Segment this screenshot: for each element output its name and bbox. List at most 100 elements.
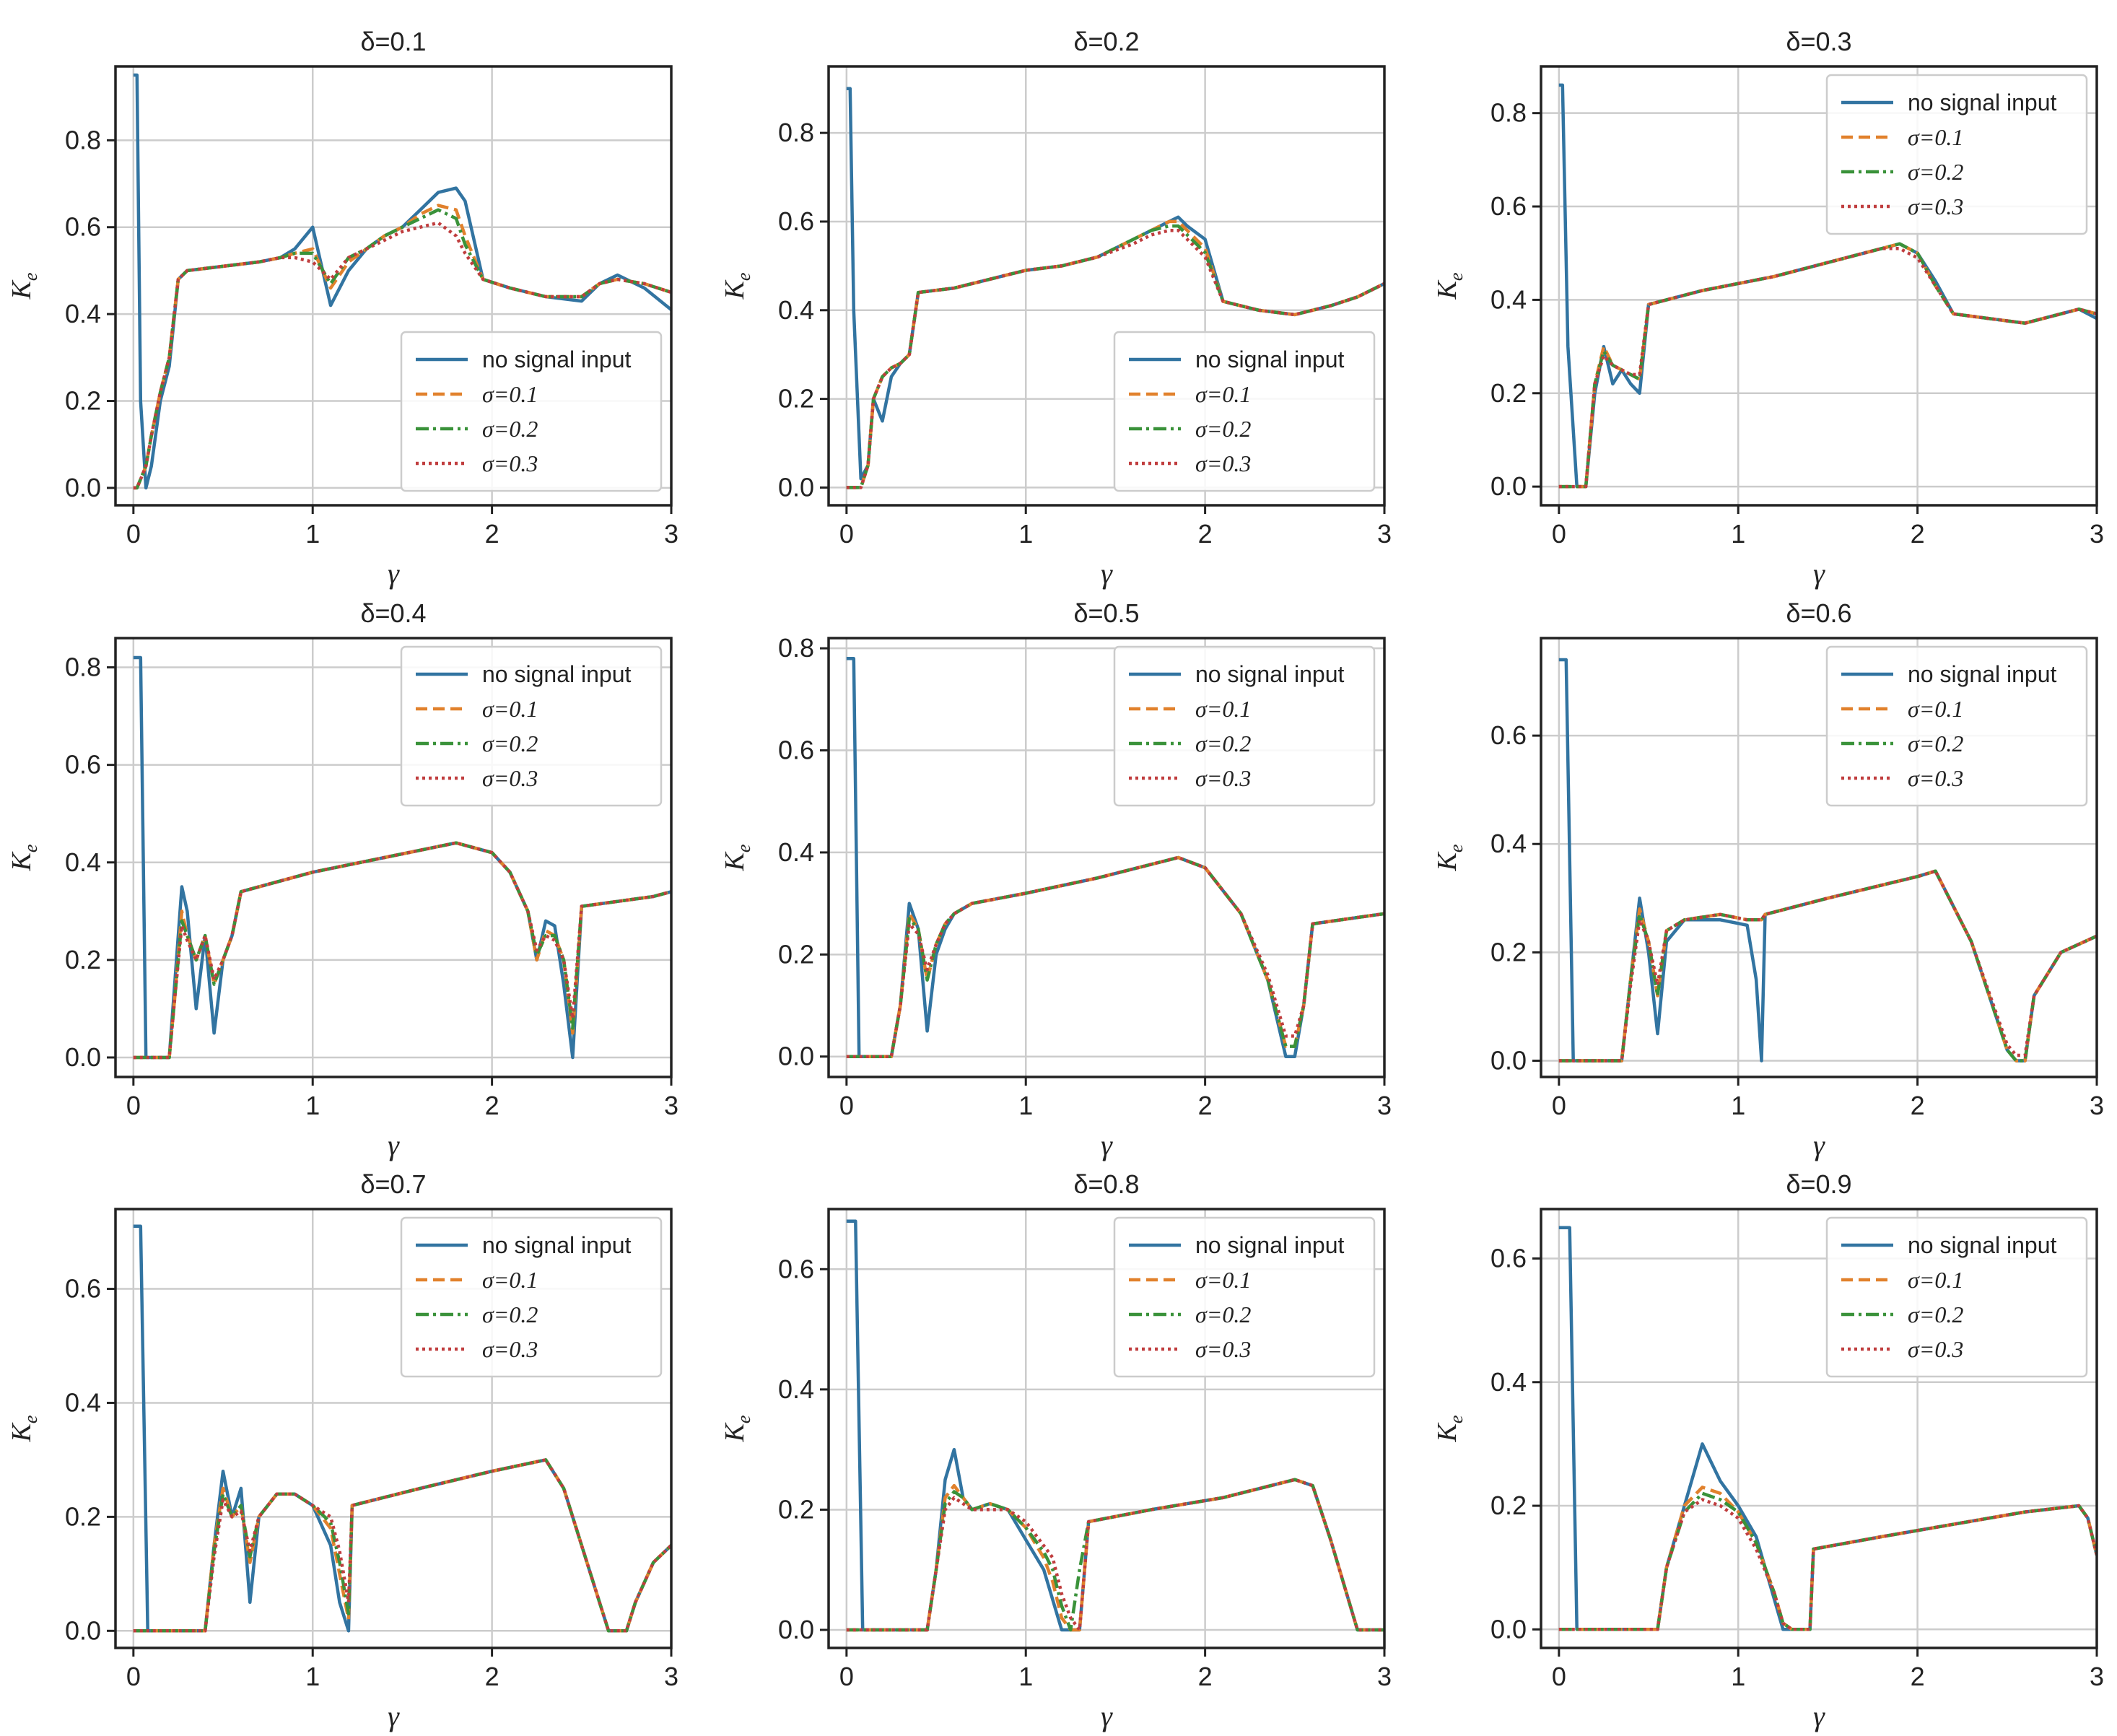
axes-frame (1540, 65, 2098, 507)
legend-label-3: σ=0.2 (1908, 730, 1963, 756)
y-tick-label: 0.4 (65, 1387, 101, 1417)
subplot-title: δ=0.3 (1786, 27, 1851, 56)
series-line-3 (846, 855, 1384, 1058)
x-tick-label: 0 (1552, 519, 1566, 549)
legend-label-4: σ=0.3 (1908, 193, 1963, 219)
axes-frame (114, 637, 673, 1078)
series-line-4 (1558, 869, 2097, 1063)
legend-label-1: no signal input (1908, 90, 2056, 115)
subplot-title: δ=0.9 (1786, 1169, 1851, 1199)
subplot-title: δ=0.5 (1073, 598, 1139, 628)
subplot-2: δ=0.2 0 1 2 3 0.0 0.2 0.4 0.6 0.8 γ Ke no signal inp… (720, 27, 1392, 590)
x-tick-label: 3 (664, 1662, 678, 1691)
legend-label-1: no signal input (482, 346, 631, 372)
x-axis-label: γ (388, 1700, 400, 1732)
y-axis-label: Ke (6, 1416, 41, 1443)
legend-box (1825, 74, 2088, 235)
y-tick-label: 0.4 (778, 295, 814, 325)
legend-label-2: σ=0.1 (1908, 1267, 1963, 1293)
legend-label-2: σ=0.1 (1195, 1267, 1251, 1293)
y-tick-label: 0.6 (1490, 1244, 1527, 1273)
subplot-title: δ=0.6 (1786, 598, 1851, 628)
legend: no signal input σ=0.1 σ=0.2 σ=0.3 (1825, 1216, 2088, 1378)
y-tick-label: 0.2 (1490, 1491, 1527, 1520)
legend-label-1: no signal input (1908, 1232, 2056, 1258)
y-tick-label: 0.4 (65, 847, 101, 877)
x-tick-label: 1 (305, 519, 320, 549)
subplot-8: δ=0.8 0 1 2 3 0.0 0.2 0.4 0.6 γ Ke no signal input σ… (720, 1169, 1392, 1732)
x-tick-label: 3 (1377, 1662, 1392, 1691)
legend: no signal input σ=0.1 σ=0.2 σ=0.3 (400, 331, 663, 492)
y-tick-label: 0.4 (1490, 829, 1527, 858)
axes-frame (1540, 1208, 2098, 1649)
legend-box (1825, 645, 2088, 807)
legend-label-2: σ=0.1 (1195, 381, 1251, 407)
x-tick-label: 1 (1018, 519, 1033, 549)
subplot-4: δ=0.4 0 1 2 3 0.0 0.2 0.4 0.6 0.8 γ Ke no signal inp… (6, 598, 678, 1161)
series-line-3 (133, 1458, 671, 1633)
y-tick-label: 0.8 (778, 118, 814, 147)
subplot-title: δ=0.8 (1073, 1169, 1139, 1199)
legend-label-2: σ=0.1 (1908, 696, 1963, 722)
subplot-title: δ=0.2 (1073, 27, 1139, 56)
x-tick-label: 1 (305, 1662, 320, 1691)
legend-label-2: σ=0.1 (1908, 124, 1963, 150)
legend-label-4: σ=0.3 (1195, 765, 1251, 791)
legend-label-4: σ=0.3 (482, 765, 538, 791)
y-tick-label: 0.8 (65, 125, 101, 154)
series-line-3 (846, 224, 1384, 489)
axes-frame (827, 1208, 1386, 1649)
y-tick-label: 0.6 (65, 1274, 101, 1304)
series-line-4 (846, 855, 1384, 1058)
y-tick-label: 0.6 (65, 212, 101, 242)
y-tick-label: 0.8 (778, 633, 814, 663)
legend: no signal input σ=0.1 σ=0.2 σ=0.3 (1113, 645, 1376, 807)
series-line-3 (1558, 242, 2097, 489)
legend-label-2: σ=0.1 (482, 1267, 538, 1293)
y-tick-label: 0.0 (778, 1615, 814, 1644)
legend-label-1: no signal input (482, 1232, 631, 1258)
legend: no signal input σ=0.1 σ=0.2 σ=0.3 (1113, 331, 1376, 492)
axes-frame (1540, 637, 2098, 1078)
legend-label-1: no signal input (482, 661, 631, 687)
y-tick-label: 0.0 (65, 1042, 101, 1072)
legend-label-2: σ=0.1 (482, 381, 538, 407)
x-tick-label: 3 (664, 1091, 678, 1120)
x-tick-label: 2 (485, 1662, 499, 1691)
y-tick-label: 0.0 (65, 473, 101, 502)
x-tick-label: 0 (126, 1091, 141, 1120)
x-tick-label: 2 (485, 519, 499, 549)
y-tick-label: 0.4 (65, 299, 101, 328)
subplot-5: δ=0.5 0 1 2 3 0.0 0.2 0.4 0.6 0.8 γ Ke no signal inp… (720, 598, 1392, 1161)
y-tick-label: 0.2 (65, 945, 101, 974)
legend-label-3: σ=0.2 (482, 730, 538, 756)
x-tick-label: 2 (1911, 1091, 1925, 1120)
y-tick-label: 0.0 (1490, 471, 1527, 501)
subplot-title: δ=0.7 (360, 1169, 426, 1199)
series-line-4 (133, 841, 671, 1060)
y-axis-label: Ke (1432, 845, 1467, 872)
y-tick-label: 0.6 (1490, 191, 1527, 221)
series-line-3 (846, 1478, 1384, 1632)
y-tick-label: 0.0 (778, 472, 814, 502)
x-tick-label: 3 (2090, 1091, 2104, 1120)
x-axis-label: γ (1813, 1129, 1825, 1161)
legend-label-1: no signal input (1908, 661, 2056, 687)
y-tick-label: 0.6 (1490, 720, 1527, 750)
legend: no signal input σ=0.1 σ=0.2 σ=0.3 (1825, 74, 2088, 235)
y-tick-label: 0.2 (778, 384, 814, 414)
y-tick-label: 0.2 (1490, 937, 1527, 967)
legend-label-4: σ=0.3 (1195, 1336, 1251, 1362)
y-tick-label: 0.8 (1490, 98, 1527, 128)
y-tick-label: 0.2 (65, 386, 101, 416)
legend: no signal input σ=0.1 σ=0.2 σ=0.3 (1825, 645, 2088, 807)
axes-frame (114, 1208, 673, 1649)
legend-label-4: σ=0.3 (1195, 450, 1251, 476)
series-line-4 (846, 228, 1384, 489)
x-axis-label: γ (388, 1129, 400, 1161)
series-line-2 (846, 1478, 1384, 1632)
subplot-title: δ=0.4 (360, 598, 426, 628)
y-tick-label: 0.2 (778, 939, 814, 969)
x-tick-label: 2 (1911, 519, 1925, 549)
